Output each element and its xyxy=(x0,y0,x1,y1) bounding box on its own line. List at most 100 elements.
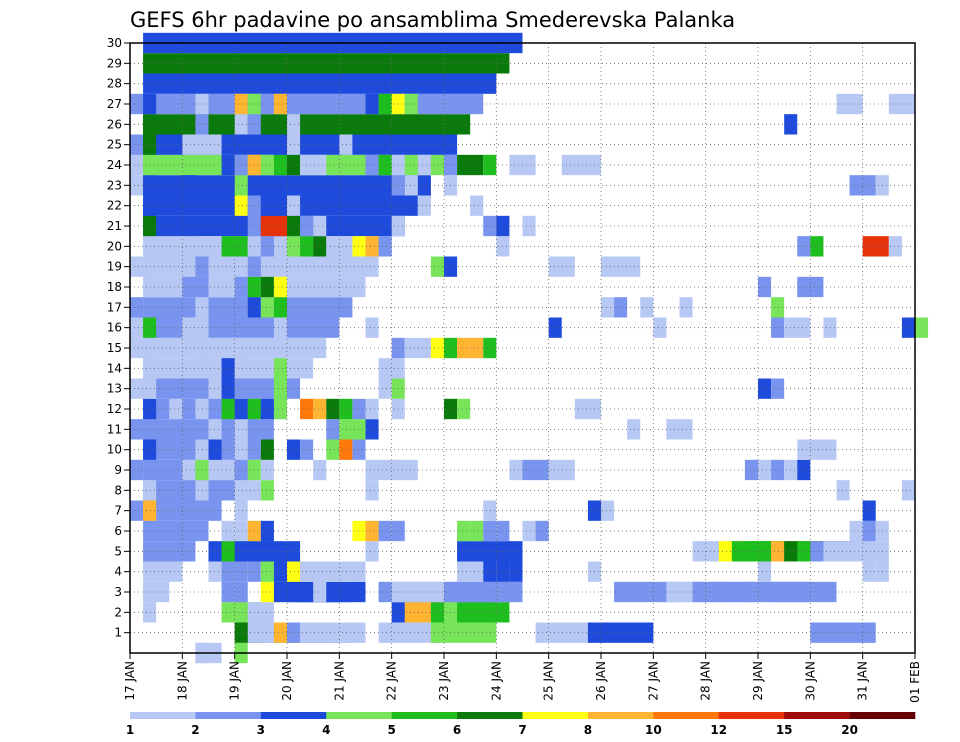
y-tick-label: 13 xyxy=(107,382,122,396)
heatmap-cell xyxy=(758,378,772,399)
heatmap-cell xyxy=(221,581,235,603)
x-tick-label: 27 JAN xyxy=(646,661,660,701)
heatmap-cell xyxy=(365,520,379,542)
y-tick-label: 23 xyxy=(107,178,122,192)
heatmap-cell xyxy=(234,175,248,196)
colorbar-swatch xyxy=(391,712,458,719)
heatmap-cell xyxy=(143,134,157,155)
heatmap-cell xyxy=(378,358,405,379)
x-tick-label: 29 JAN xyxy=(751,661,765,701)
heatmap-cell xyxy=(313,561,327,582)
y-tick-label: 4 xyxy=(114,565,122,579)
heatmap-cell xyxy=(234,114,248,135)
heatmap-cell xyxy=(287,114,301,135)
heatmap-cell xyxy=(771,378,785,399)
heatmap-cell xyxy=(862,520,876,542)
heatmap-cell xyxy=(143,195,157,216)
heatmap-cell xyxy=(234,581,248,603)
heatmap-cell xyxy=(221,459,235,481)
heatmap-cell xyxy=(234,358,248,379)
heatmap-cell xyxy=(221,520,235,542)
x-tick-label: 26 JAN xyxy=(594,661,608,701)
heatmap-cell xyxy=(888,236,902,257)
heatmap-cell xyxy=(365,93,379,115)
heatmap-cell xyxy=(483,215,497,237)
heatmap-cell xyxy=(208,419,222,440)
heatmap-cell xyxy=(221,378,235,399)
heatmap-cell xyxy=(221,358,235,379)
colorbar-swatch xyxy=(260,712,327,719)
heatmap-cell xyxy=(247,602,274,623)
y-tick-label: 9 xyxy=(114,463,122,477)
heatmap-cell xyxy=(483,520,497,542)
colorbar-swatch xyxy=(522,712,589,719)
heatmap-cell xyxy=(313,581,327,603)
heatmap-cell xyxy=(483,337,497,359)
y-tick-label: 17 xyxy=(107,300,122,314)
heatmap-cells xyxy=(130,32,929,664)
heatmap-cell xyxy=(326,419,340,440)
y-tick-label: 20 xyxy=(107,239,122,253)
heatmap-cell xyxy=(195,297,209,318)
heatmap-cell xyxy=(888,93,915,115)
heatmap-cell xyxy=(561,154,601,176)
heatmap-cell xyxy=(692,581,758,603)
heatmap-cell xyxy=(771,581,837,603)
heatmap-cell xyxy=(143,500,157,521)
heatmap-cell xyxy=(143,73,497,94)
heatmap-cell xyxy=(404,93,418,115)
heatmap-cell xyxy=(901,480,915,501)
x-tick-label: 28 JAN xyxy=(699,661,713,701)
x-axis: 17 JAN 18 JAN 19 JAN 20 JAN 21 JAN 22 JAN 23 J… xyxy=(123,653,922,703)
heatmap-cell xyxy=(208,459,222,481)
colorbar-swatch xyxy=(718,712,785,719)
heatmap-cell xyxy=(182,175,196,196)
heatmap-cell xyxy=(849,520,863,542)
colorbar-label: 5 xyxy=(387,723,395,737)
heatmap-cell xyxy=(208,439,222,460)
heatmap-cell xyxy=(130,175,144,196)
heatmap-cell xyxy=(522,459,549,481)
heatmap-cell xyxy=(260,541,301,562)
heatmap-cell xyxy=(273,93,287,115)
colorbar-label: 7 xyxy=(518,723,526,737)
heatmap-cell xyxy=(234,276,248,298)
heatmap-cell xyxy=(208,276,222,298)
heatmap-cell xyxy=(143,175,157,196)
heatmap-cell xyxy=(457,581,523,603)
heatmap-cell xyxy=(130,256,157,277)
heatmap-cell xyxy=(365,398,379,420)
y-tick-label: 8 xyxy=(114,483,122,497)
heatmap-cell xyxy=(195,256,209,277)
heatmap-cell xyxy=(130,419,157,440)
heatmap-cell xyxy=(483,500,497,521)
heatmap-cell xyxy=(273,134,287,155)
colorbar-swatch xyxy=(784,712,850,719)
heatmap-cell xyxy=(130,378,144,399)
heatmap-cell xyxy=(143,358,157,379)
heatmap-cell xyxy=(260,195,287,216)
heatmap-cell xyxy=(823,541,889,562)
heatmap-cell xyxy=(234,561,248,582)
heatmap-cell xyxy=(404,175,418,196)
heatmap-cell xyxy=(470,520,484,542)
heatmap-cell xyxy=(195,419,209,440)
x-tick-label: 25 JAN xyxy=(542,661,556,701)
x-tick-label: 20 JAN xyxy=(280,661,294,701)
heatmap-cell xyxy=(509,459,523,481)
x-tick-label: 19 JAN xyxy=(228,661,242,701)
heatmap-cell xyxy=(326,398,340,420)
heatmap-cell xyxy=(574,398,601,420)
heatmap-cell xyxy=(143,236,157,257)
heatmap-cell xyxy=(784,317,811,338)
heatmap-cell xyxy=(143,93,157,115)
chart-title: GEFS 6hr padavine po ansamblima Smederev… xyxy=(130,8,735,32)
heatmap-cell xyxy=(430,256,444,277)
heatmap-cell xyxy=(404,337,431,359)
heatmap-cell xyxy=(339,561,353,582)
y-tick-label: 19 xyxy=(107,260,122,274)
y-tick-label: 29 xyxy=(107,56,122,70)
heatmap-cell xyxy=(457,561,471,582)
heatmap-cell xyxy=(143,215,157,237)
y-tick-label: 6 xyxy=(114,524,122,538)
